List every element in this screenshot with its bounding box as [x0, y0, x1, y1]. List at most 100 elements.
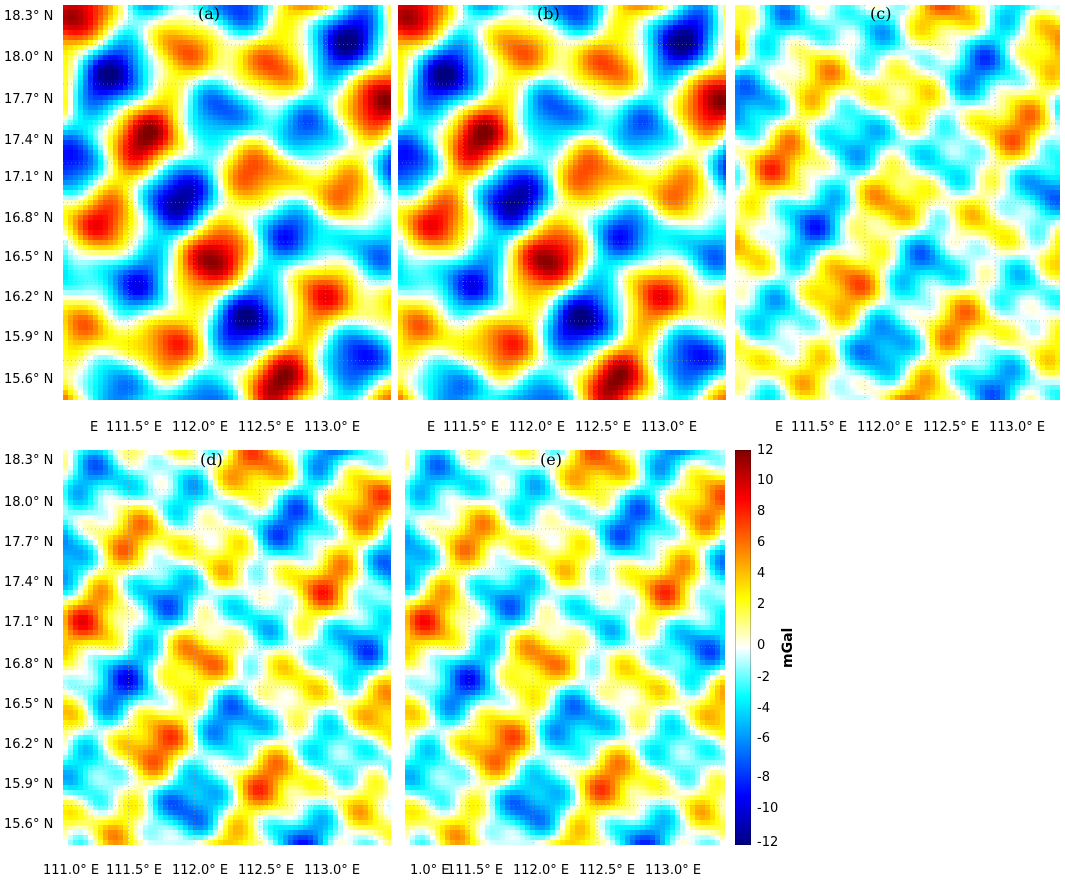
heatmap-cell: [273, 90, 278, 95]
heatmap-cell: [358, 270, 363, 275]
heatmap-cell: [83, 120, 88, 125]
heatmap-cell: [343, 105, 348, 110]
heatmap-cell: [198, 30, 203, 35]
heatmap-cell: [258, 150, 263, 155]
heatmap-cell: [98, 290, 103, 295]
heatmap-cell: [383, 120, 388, 125]
heatmap-cell: [173, 190, 178, 195]
heatmap-cell: [143, 205, 148, 210]
heatmap-cell: [183, 335, 188, 340]
heatmap-cell: [263, 175, 268, 180]
heatmap-cell: [188, 55, 193, 60]
heatmap-cell: [383, 280, 388, 285]
heatmap-cell: [183, 125, 188, 130]
heatmap-cell: [303, 140, 308, 145]
heatmap-cell: [238, 40, 243, 45]
heatmap-cell: [298, 380, 303, 385]
heatmap-cell: [118, 85, 123, 90]
heatmap-cell: [108, 200, 113, 205]
heatmap-cell: [93, 20, 98, 25]
heatmap-cell: [258, 10, 263, 15]
heatmap-cell: [333, 80, 338, 85]
heatmap-cell: [68, 230, 73, 235]
heatmap-cell: [78, 355, 83, 360]
heatmap-cell: [68, 275, 73, 280]
heatmap-cell: [363, 315, 368, 320]
heatmap-cell: [148, 95, 153, 100]
heatmap-cell: [118, 90, 123, 95]
heatmap-cell: [313, 85, 318, 90]
heatmap-cell: [378, 280, 383, 285]
heatmap-cell: [363, 175, 368, 180]
heatmap-cell: [248, 70, 253, 75]
heatmap-cell: [233, 65, 238, 70]
heatmap-cell: [293, 5, 298, 10]
heatmap-cell: [278, 70, 283, 75]
heatmap-cell: [133, 85, 138, 90]
heatmap-cell: [153, 215, 158, 220]
heatmap-cell: [233, 85, 238, 90]
heatmap-cell: [173, 350, 178, 355]
heatmap-cell: [208, 255, 213, 260]
heatmap-cell: [83, 100, 88, 105]
heatmap-cell: [253, 80, 258, 85]
heatmap-cell: [258, 195, 263, 200]
heatmap-cell: [228, 65, 233, 70]
heatmap-cell: [108, 80, 113, 85]
heatmap-cell: [108, 210, 113, 215]
heatmap-cell: [278, 360, 283, 365]
heatmap-cell: [218, 45, 223, 50]
heatmap-cell: [148, 70, 153, 75]
heatmap-cell: [283, 185, 288, 190]
heatmap-cell: [178, 130, 183, 135]
heatmap-cell: [378, 340, 383, 345]
heatmap-cell: [208, 115, 213, 120]
heatmap-cell: [138, 5, 143, 10]
heatmap-cell: [363, 210, 368, 215]
heatmap-cell: [283, 120, 288, 125]
heatmap-cell: [148, 5, 153, 10]
heatmap-cell: [198, 105, 203, 110]
heatmap-cell: [248, 320, 253, 325]
heatmap-cell: [173, 315, 178, 320]
heatmap-cell: [343, 50, 348, 55]
heatmap-cell: [168, 145, 173, 150]
heatmap-cell: [68, 80, 73, 85]
heatmap-cell: [68, 305, 73, 310]
heatmap-cell: [103, 100, 108, 105]
heatmap-cell: [188, 300, 193, 305]
heatmap-cell: [298, 285, 303, 290]
heatmap-cell: [328, 205, 333, 210]
heatmap-cell: [218, 345, 223, 350]
heatmap-cell: [158, 180, 163, 185]
heatmap-cell: [328, 35, 333, 40]
heatmap-cell: [93, 195, 98, 200]
heatmap-cell: [388, 265, 391, 270]
heatmap-cell: [293, 105, 298, 110]
heatmap-cell: [378, 130, 383, 135]
heatmap-cell: [153, 310, 158, 315]
heatmap-cell: [88, 310, 93, 315]
heatmap-cell: [363, 60, 368, 65]
heatmap-cell: [293, 235, 298, 240]
heatmap-cell: [313, 70, 318, 75]
heatmap-cell: [213, 330, 218, 335]
heatmap-cell: [358, 335, 363, 340]
heatmap-cell: [78, 20, 83, 25]
heatmap-cell: [193, 30, 198, 35]
heatmap-cell: [238, 160, 243, 165]
heatmap-cell: [198, 55, 203, 60]
heatmap-cell: [158, 115, 163, 120]
heatmap-cell: [98, 40, 103, 45]
heatmap-cell: [343, 185, 348, 190]
heatmap-cell: [288, 70, 293, 75]
heatmap-cell: [73, 15, 78, 20]
heatmap-cell: [353, 120, 358, 125]
heatmap-cell: [258, 310, 263, 315]
heatmap-cell: [328, 150, 333, 155]
heatmap-cell: [268, 75, 273, 80]
heatmap-cell: [153, 355, 158, 360]
heatmap-cell: [343, 310, 348, 315]
heatmap-cell: [358, 130, 363, 135]
heatmap-cell: [158, 280, 163, 285]
